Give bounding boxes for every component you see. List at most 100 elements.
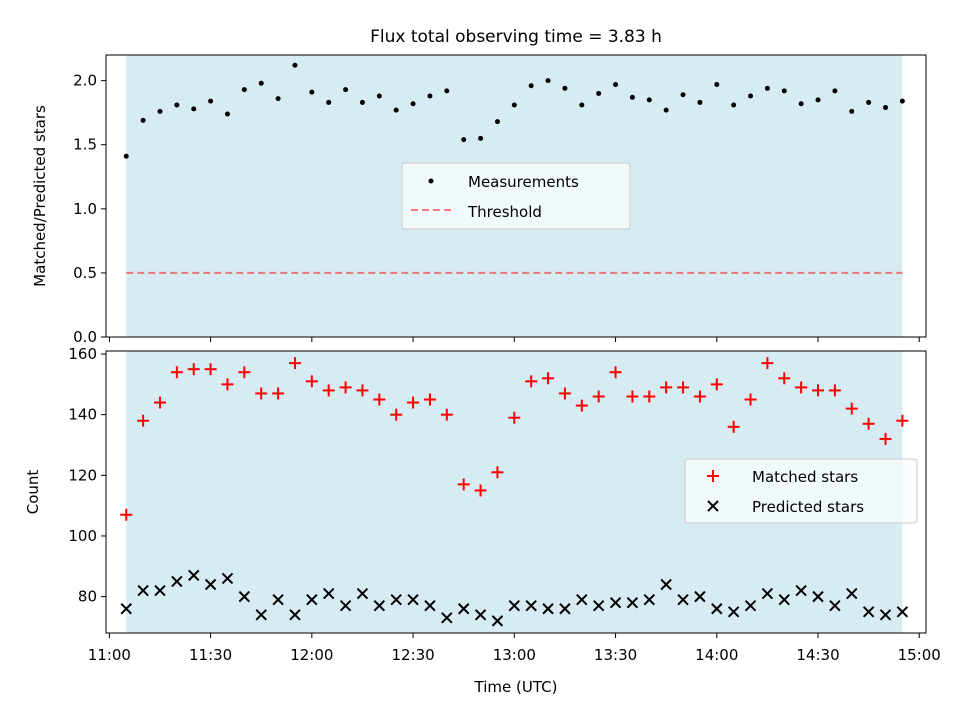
- y-tick-label: 0.0: [73, 328, 97, 346]
- measurement-point: [326, 99, 332, 105]
- measurement-point: [832, 88, 838, 94]
- measurement-point: [646, 97, 652, 103]
- matched-star-point: [795, 381, 808, 394]
- measurement-point: [224, 111, 230, 117]
- x-tick-label: 11:30: [189, 646, 232, 664]
- measurement-point: [393, 107, 399, 113]
- measurement-point: [596, 90, 602, 96]
- y-tick-label: 140: [68, 406, 97, 424]
- matched-star-point: [508, 411, 521, 424]
- predicted-star-point: [846, 587, 858, 600]
- ratio-legend-box: [401, 162, 631, 230]
- y-tick-label: 2.0: [73, 72, 97, 90]
- count-panel-ylabel: Count: [24, 470, 42, 515]
- figure-title: Flux total observing time = 3.83 h: [370, 27, 662, 47]
- predicted-star-point: [609, 596, 622, 609]
- predicted-star-point: [171, 575, 183, 588]
- matched-star-point: [356, 384, 369, 397]
- measurement-point: [292, 62, 298, 68]
- count-legend: Matched stars Predicted stars: [684, 458, 918, 524]
- matched-star-point: [305, 375, 318, 388]
- y-tick-label: 1.5: [73, 136, 97, 154]
- predicted-star-point: [188, 569, 200, 582]
- predicted-star-point: [660, 578, 672, 591]
- predicted-star-point: [879, 609, 892, 621]
- matched-star-point: [373, 393, 386, 406]
- matched-star-point: [558, 387, 571, 400]
- matched-star-point: [204, 363, 217, 376]
- matched-star-point: [491, 466, 504, 479]
- predicted-star-point: [424, 600, 436, 612]
- matched-star-point: [187, 363, 200, 376]
- matched-star-point: [643, 390, 656, 403]
- measurement-point: [478, 135, 484, 141]
- measurement-point: [140, 117, 146, 123]
- predicted-star-point: [323, 587, 335, 600]
- predicted-star-point: [508, 600, 521, 612]
- measurement-point: [883, 105, 889, 111]
- predicted-star-point: [491, 615, 504, 627]
- matched-star-point: [896, 414, 909, 427]
- measurement-point: [191, 106, 197, 112]
- measurement-point: [579, 102, 585, 108]
- matched-star-point: [390, 408, 403, 421]
- predicted-star-point: [457, 603, 470, 615]
- count-panel-frame: [105, 350, 927, 634]
- matched-star-point: [457, 478, 470, 491]
- measurement-point: [427, 93, 433, 99]
- measurement-point: [157, 108, 163, 114]
- measurement-point: [275, 96, 281, 102]
- predicted-star-point: [154, 584, 166, 597]
- predicted-star-point: [221, 572, 234, 585]
- predicted-star-point: [711, 603, 723, 615]
- matched-star-point: [862, 417, 875, 430]
- predicted-star-point: [255, 609, 267, 621]
- predicted-star-point: [474, 609, 487, 621]
- matched-star-point: [609, 366, 622, 379]
- matched-star-point: [423, 393, 436, 406]
- predicted-star-point: [120, 603, 132, 615]
- y-tick-label: 1.0: [73, 200, 97, 218]
- matched-star-point: [440, 408, 453, 421]
- matched-star-point: [727, 420, 740, 433]
- predicted-star-point: [559, 603, 571, 615]
- measurement-point: [359, 99, 365, 105]
- predicted-star-point: [356, 587, 369, 600]
- x-tick-label: 12:00: [290, 646, 333, 664]
- legend-threshold-label: Threshold: [467, 203, 542, 221]
- matched-star-point: [322, 384, 335, 397]
- matched-star-point: [812, 384, 825, 397]
- predicted-star-point: [812, 590, 824, 603]
- predicted-star-point: [272, 593, 284, 606]
- matched-star-point: [170, 366, 183, 379]
- measurement-point: [866, 99, 872, 105]
- measurement-point: [343, 87, 349, 93]
- measurement-point: [714, 81, 720, 87]
- measurement-point: [815, 97, 821, 103]
- legend-matched-marker: [707, 470, 719, 482]
- matched-star-point: [238, 366, 251, 379]
- predicted-star-point: [829, 600, 841, 612]
- matched-star-point: [221, 378, 234, 391]
- predicted-star-point: [542, 603, 554, 615]
- measurement-point: [241, 87, 247, 93]
- predicted-star-point: [407, 593, 419, 606]
- measurement-point: [680, 92, 686, 98]
- matched-star-point: [879, 432, 892, 445]
- matched-star-point: [137, 414, 150, 427]
- matched-star-point: [153, 396, 166, 409]
- predicted-star-point: [204, 578, 217, 591]
- matched-star-point: [592, 390, 605, 403]
- predicted-star-point: [339, 600, 352, 612]
- measurement-point: [764, 85, 770, 91]
- measurement-point: [528, 83, 534, 89]
- predicted-star-point: [576, 593, 588, 606]
- measurement-point: [663, 107, 669, 113]
- predicted-star-point: [592, 600, 605, 612]
- measurement-point: [849, 108, 855, 114]
- predicted-star-point: [694, 590, 706, 603]
- x-tick-label: 11:00: [88, 646, 131, 664]
- matched-star-point: [272, 387, 285, 400]
- matched-star-point: [575, 399, 588, 412]
- legend-measurements-label: Measurements: [468, 173, 579, 191]
